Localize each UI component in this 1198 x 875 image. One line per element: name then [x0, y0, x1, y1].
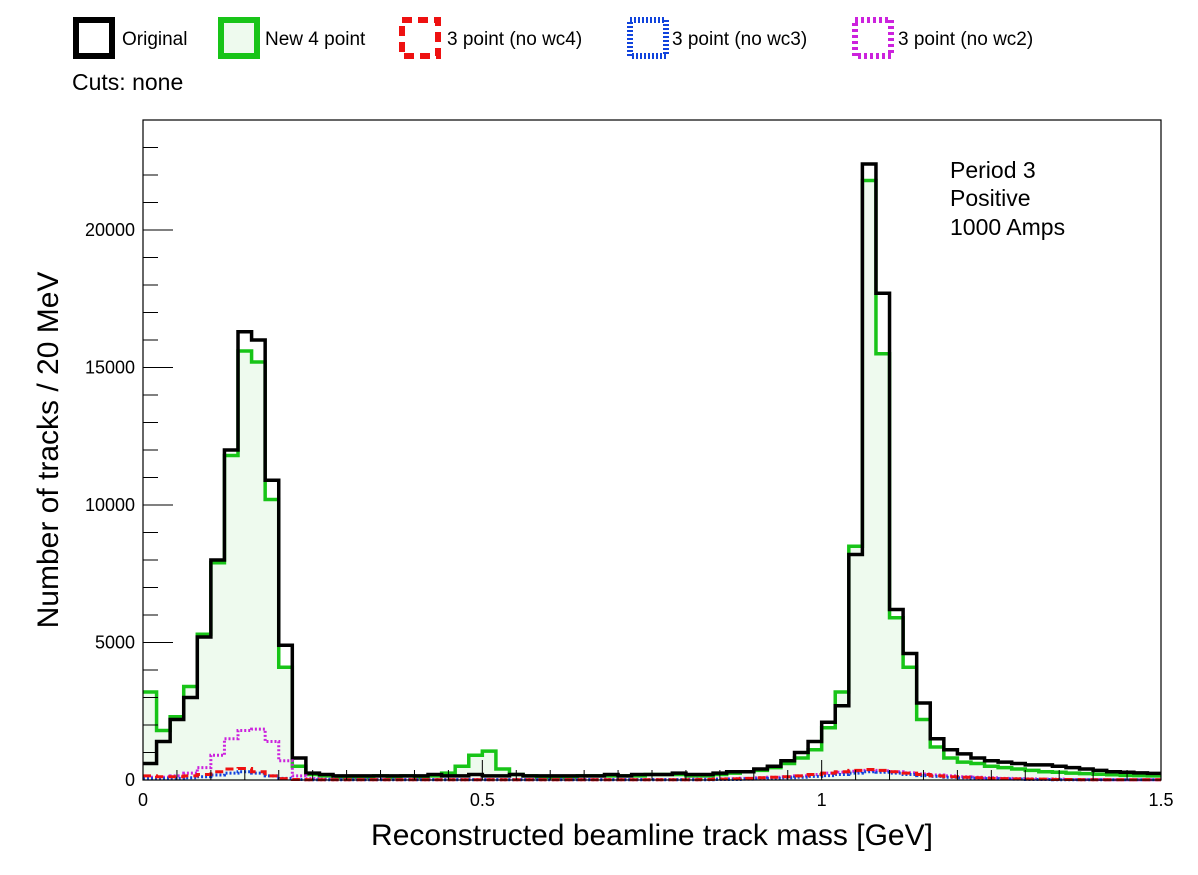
- legend-swatch-original: [73, 17, 115, 59]
- legend-entry-3-point-no-wc2: 3 point (no wc2): [852, 17, 1033, 59]
- series-line-3-point-no-wc2: [143, 727, 1161, 782]
- series-3-point-no-wc2: [143, 727, 1161, 782]
- series-layer: [143, 162, 1161, 782]
- legend-label-3-point-no-wc2: 3 point (no wc2): [898, 29, 1033, 50]
- series-line-3-point-no-wc4: [143, 766, 1161, 782]
- legend: Original New 4 point 3 point (no wc4) 3 …: [73, 17, 1033, 59]
- series-line-original: [143, 162, 1161, 778]
- y-axis-title: Number of tracks / 20 MeV: [32, 272, 65, 629]
- x-tick-label: 0: [138, 790, 148, 810]
- x-axis-title: Reconstructed beamline track mass [GeV]: [371, 819, 933, 852]
- legend-label-3-point-no-wc4: 3 point (no wc4): [447, 29, 582, 50]
- legend-label-3-point-no-wc3: 3 point (no wc3): [672, 29, 807, 50]
- annotation-current: 1000 Amps: [950, 214, 1065, 240]
- annotation-block: Period 3 Positive 1000 Amps: [950, 157, 1065, 240]
- legend-swatch-new-4-point: [218, 17, 260, 59]
- y-tick-label: 10000: [85, 495, 135, 515]
- annotation-polarity: Positive: [950, 185, 1031, 211]
- series-fill-new-4-point: [143, 180, 1161, 780]
- series-new-4-point: [143, 178, 1161, 780]
- legend-swatch-3-point-no-wc2: [852, 17, 894, 59]
- annotation-period: Period 3: [950, 157, 1036, 183]
- x-tick-label: 1: [817, 790, 827, 810]
- series-3-point-no-wc4: [143, 766, 1161, 782]
- legend-entry-original: Original: [73, 17, 187, 59]
- y-tick-label: 20000: [85, 220, 135, 240]
- series-line-new-4-point: [143, 178, 1161, 779]
- legend-label-original: Original: [122, 29, 187, 50]
- legend-entry-3-point-no-wc3: 3 point (no wc3): [627, 17, 807, 59]
- series-original: [143, 162, 1161, 778]
- tick-layer: 0 5000 10000 15000 20000 0 0.5 1 1.5: [85, 147, 1174, 810]
- x-tick-label: 1.5: [1148, 790, 1173, 810]
- legend-swatch-3-point-no-wc3: [627, 17, 669, 59]
- legend-label-new-4-point: New 4 point: [265, 29, 366, 50]
- legend-entry-new-4-point: New 4 point: [218, 17, 366, 59]
- y-tick-label: 15000: [85, 358, 135, 378]
- x-tick-label: 0.5: [470, 790, 495, 810]
- y-tick-label: 0: [125, 770, 135, 790]
- cuts-label: Cuts: none: [72, 69, 183, 95]
- legend-swatch-3-point-no-wc4: [399, 17, 441, 59]
- legend-entry-3-point-no-wc4: 3 point (no wc4): [399, 17, 582, 59]
- y-tick-label: 5000: [95, 633, 135, 653]
